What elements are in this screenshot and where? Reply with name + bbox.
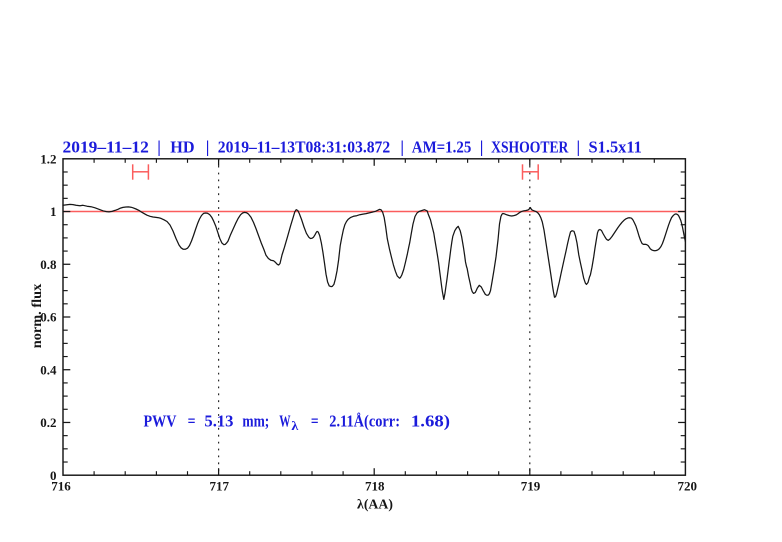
svg-text:0.6: 0.6 xyxy=(40,310,57,325)
svg-text:720: 720 xyxy=(678,479,698,494)
svg-text:0.2: 0.2 xyxy=(40,415,56,430)
svg-text:XSHOOTER: XSHOOTER xyxy=(491,138,569,157)
svg-text:S1.5x11: S1.5x11 xyxy=(589,138,642,157)
svg-text:718: 718 xyxy=(365,479,385,494)
svg-text:norm. flux: norm. flux xyxy=(29,284,44,349)
svg-text:5.13: 5.13 xyxy=(204,411,233,430)
svg-text:AM=1.25: AM=1.25 xyxy=(412,138,472,157)
svg-text:719: 719 xyxy=(521,479,541,494)
svg-text:PWV: PWV xyxy=(144,411,177,430)
svg-text:W: W xyxy=(279,411,290,430)
svg-text:716: 716 xyxy=(51,479,71,494)
svg-text:HD: HD xyxy=(170,138,194,157)
svg-text:|: | xyxy=(480,138,484,157)
svg-text:717: 717 xyxy=(209,479,229,494)
svg-text:|: | xyxy=(577,138,581,157)
svg-text:1.2: 1.2 xyxy=(40,151,56,166)
svg-text:0.8: 0.8 xyxy=(40,257,57,272)
svg-text:2019–11–13T08:31:03.872: 2019–11–13T08:31:03.872 xyxy=(218,138,390,157)
svg-text:1: 1 xyxy=(50,204,57,219)
svg-text:λ(AA): λ(AA) xyxy=(357,496,393,512)
svg-text:2019–11–12: 2019–11–12 xyxy=(63,138,149,157)
svg-text:1.68): 1.68) xyxy=(411,411,450,430)
svg-text:0: 0 xyxy=(50,468,57,483)
svg-text:2.11Å(corr:: 2.11Å(corr: xyxy=(329,411,400,430)
svg-text:mm;: mm; xyxy=(242,411,269,430)
svg-text:0.4: 0.4 xyxy=(40,362,57,377)
svg-text:λ: λ xyxy=(291,419,299,433)
svg-text:|: | xyxy=(206,138,210,157)
svg-text:=: = xyxy=(311,411,319,430)
svg-text:|: | xyxy=(400,138,404,157)
svg-text:=: = xyxy=(188,411,196,430)
svg-text:|: | xyxy=(157,138,161,157)
